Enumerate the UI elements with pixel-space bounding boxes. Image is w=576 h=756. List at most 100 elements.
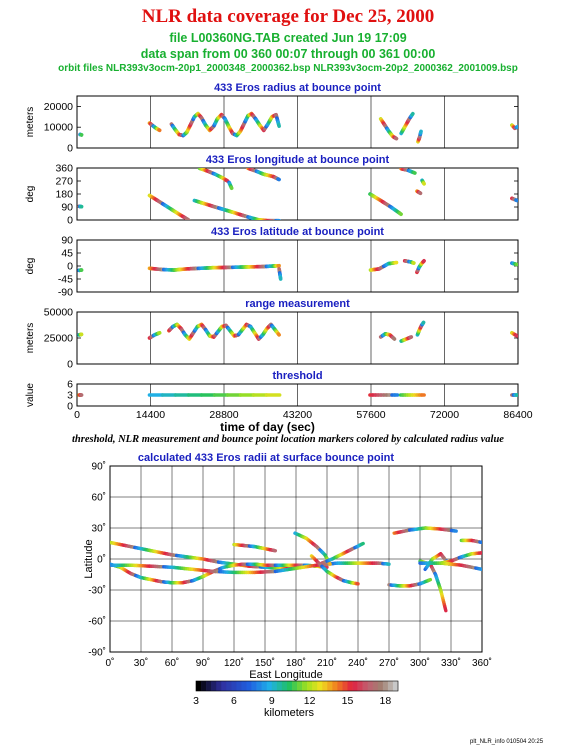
colorbar-swatch [216, 681, 222, 691]
colorbar-swatch [281, 681, 288, 691]
colorbar-swatch [201, 681, 207, 691]
colorbar-swatch [286, 681, 293, 691]
colorbar-swatch [297, 681, 303, 691]
y-tick-label: 25000 [44, 333, 73, 345]
y-tick-label: 360 [55, 163, 73, 175]
colorbar-swatch [327, 681, 333, 691]
colorbar-swatch [196, 681, 202, 691]
x-tick-label: 28800 [209, 409, 238, 421]
colorbar-swatch [377, 681, 384, 691]
colorbar: 3 6 9 12 15 18 kilometers [193, 680, 399, 719]
y-tick-label: 90˚ [92, 461, 106, 473]
colorbar-tick-label: 12 [304, 695, 316, 707]
y-tick-label: 0˚ [97, 554, 106, 566]
y-tick-label: 20000 [44, 101, 73, 113]
colorbar-swatch [236, 681, 242, 691]
y-tick-label: -45 [58, 274, 73, 286]
map-panel: 0˚ 30˚ 60˚ 90˚ 120˚ 150˚ 180˚ 210˚ 240˚ 270˚ 300˚ 3… [83, 452, 492, 681]
colorbar-swatch [322, 681, 328, 691]
colorbar-swatch [226, 681, 232, 691]
y-tick-label: 30˚ [92, 523, 106, 535]
x-tick-label: 90˚ [196, 657, 210, 669]
series-mark [327, 561, 332, 566]
panel-title: range measurement [245, 298, 350, 310]
colorbar-swatch [307, 681, 313, 691]
y-axis-label: deg [25, 258, 36, 275]
x-tick-label: 270˚ [379, 657, 399, 669]
x-tick-label: 57600 [356, 409, 385, 421]
figure-caption: threshold, NLR measurement and bounce po… [72, 434, 504, 445]
colorbar-swatch [337, 681, 343, 691]
x-tick-label: 30˚ [134, 657, 148, 669]
x-tick-label: 86400 [503, 409, 532, 421]
panel-title: 433 Eros longitude at bounce point [206, 154, 390, 166]
colorbar-tick-label: 6 [231, 695, 237, 707]
x-tick-label: 210˚ [317, 657, 337, 669]
y-tick-label: -60˚ [88, 616, 106, 628]
colorbar-swatch [256, 681, 262, 691]
x-tick-label: 300˚ [410, 657, 430, 669]
x-tick-label: 72000 [430, 409, 459, 421]
x-tick-label: 120˚ [224, 657, 244, 669]
colorbar-tick-label: 15 [342, 695, 354, 707]
y-tick-label: -90 [58, 287, 73, 299]
colorbar-swatch [392, 681, 399, 691]
y-axis-label: Latitude [83, 539, 95, 578]
colorbar-tick-label: 9 [269, 695, 275, 707]
x-axis-label: East Longitude [249, 669, 322, 681]
y-tick-label: 50000 [44, 307, 73, 319]
series-mark [185, 217, 191, 220]
colorbar-swatch [317, 681, 323, 691]
y-tick-label: 0 [67, 359, 73, 371]
time-panel-5: 036 threshold value 0 14400 28800 43200 57600 72… [25, 370, 533, 434]
y-axis-label: meters [25, 107, 36, 138]
colorbar-swatch [276, 681, 283, 691]
y-tick-label: 10000 [44, 122, 73, 134]
colorbar-swatch [352, 681, 358, 691]
colorbar-swatch [312, 681, 318, 691]
time-panel-4: 0 25000 50000 range measurement meters [25, 298, 519, 371]
page-title: NLR data coverage for Dec 25, 2000 [141, 6, 435, 27]
panel-title: 433 Eros radius at bounce point [214, 82, 381, 94]
y-tick-label: 90 [61, 202, 73, 214]
y-tick-label: 0 [67, 261, 73, 273]
colorbar-swatch [206, 681, 212, 691]
file-line: file L00360NG.TAB created Jun 19 17:09 [169, 31, 407, 45]
panel-title: calculated 433 Eros radii at surface bou… [138, 452, 394, 464]
y-axis-label: meters [25, 323, 36, 354]
colorbar-swatch [221, 681, 227, 691]
colorbar-swatch [347, 681, 353, 691]
x-tick-label: 14400 [136, 409, 165, 421]
orbit-line: orbit files NLR393v3ocm-20p1_2000348_200… [58, 63, 518, 74]
y-tick-label: 0 [67, 143, 73, 155]
x-tick-label: 60˚ [165, 657, 179, 669]
x-tick-label: 330˚ [441, 657, 461, 669]
colorbar-swatch [231, 681, 237, 691]
x-tick-label: 240˚ [348, 657, 368, 669]
y-tick-label: 90 [61, 235, 73, 247]
series-mark [360, 541, 365, 546]
colorbar-swatch [332, 681, 338, 691]
colorbar-tick-label: 3 [193, 695, 199, 707]
y-tick-label: 3 [67, 390, 73, 402]
y-tick-label: 0 [67, 401, 73, 413]
footer-note: plt_NLR_info 010504 20:25 [470, 739, 544, 745]
y-tick-label: 60˚ [92, 492, 106, 504]
colorbar-frame [195, 680, 399, 692]
span-line: data span from 00 360 00:07 through 00 3… [140, 47, 436, 61]
y-tick-label: 180 [55, 189, 73, 201]
x-tick-label: 0 [74, 409, 80, 421]
x-tick-label: 150˚ [255, 657, 275, 669]
series-mark [398, 211, 403, 217]
y-tick-label: -30˚ [88, 585, 106, 597]
x-tick-label: 43200 [283, 409, 312, 421]
colorbar-swatch [261, 681, 267, 691]
colorbar-swatch [291, 681, 298, 691]
colorbar-swatch [251, 681, 257, 691]
x-tick-label: 0˚ [106, 657, 115, 669]
y-tick-label: 0 [67, 215, 73, 227]
x-axis-label: time of day (sec) [220, 420, 315, 434]
colorbar-swatch [382, 681, 389, 691]
